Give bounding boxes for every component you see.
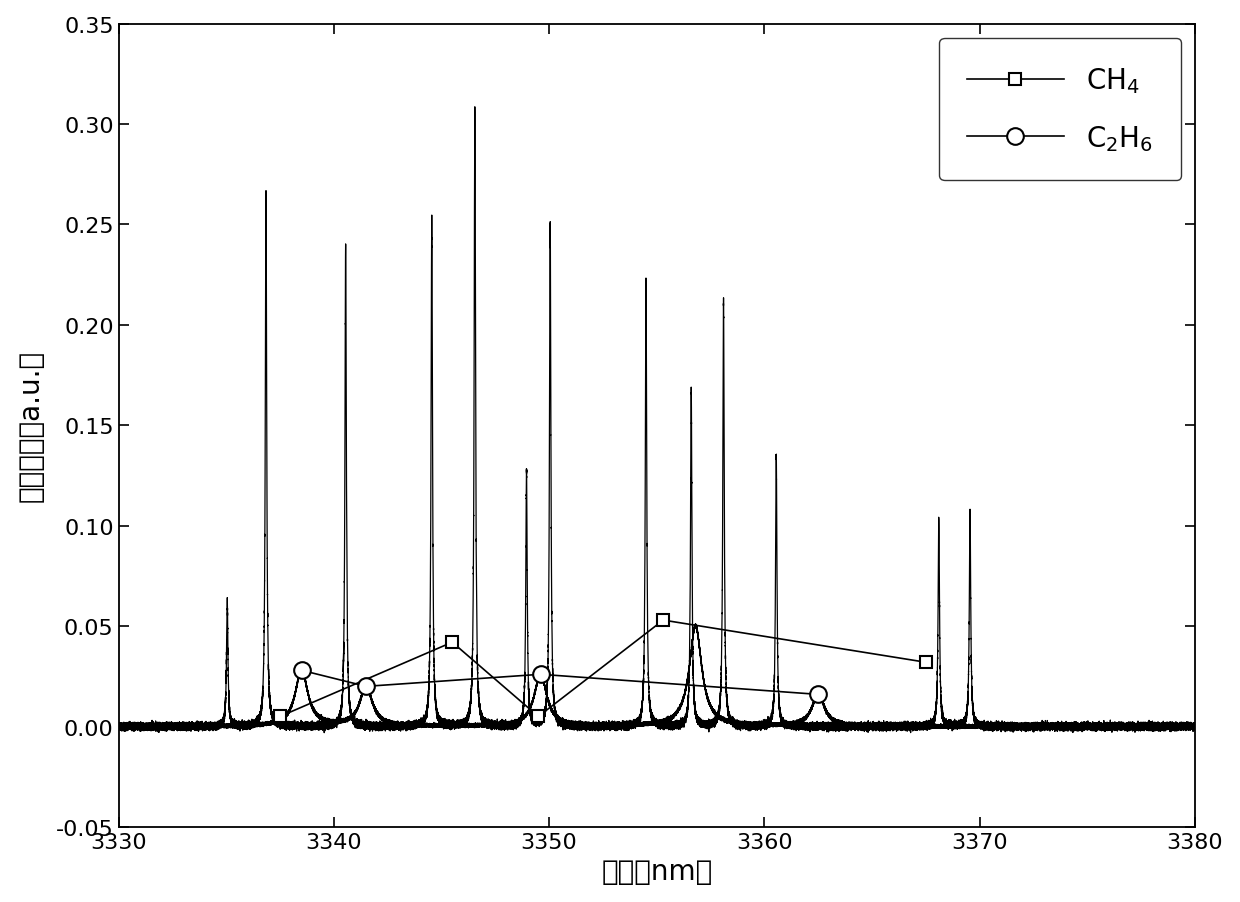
CH$_4$ xyxy=(919,657,934,667)
CH$_4$ xyxy=(273,712,288,723)
CH$_4$ xyxy=(445,637,460,648)
Line: CH$_4$: CH$_4$ xyxy=(274,614,932,723)
C$_2$H$_6$ xyxy=(358,681,373,692)
CH$_4$ xyxy=(656,615,671,626)
X-axis label: 波长（nm）: 波长（nm） xyxy=(601,858,713,886)
CH$_4$ xyxy=(531,712,546,723)
Legend: CH$_4$, C$_2$H$_6$: CH$_4$, C$_2$H$_6$ xyxy=(939,39,1182,181)
Line: C$_2$H$_6$: C$_2$H$_6$ xyxy=(293,662,827,703)
C$_2$H$_6$ xyxy=(294,665,309,676)
C$_2$H$_6$ xyxy=(811,689,826,700)
Y-axis label: 吸收强度（a.u.）: 吸收强度（a.u.） xyxy=(16,350,45,502)
C$_2$H$_6$ xyxy=(533,669,548,680)
